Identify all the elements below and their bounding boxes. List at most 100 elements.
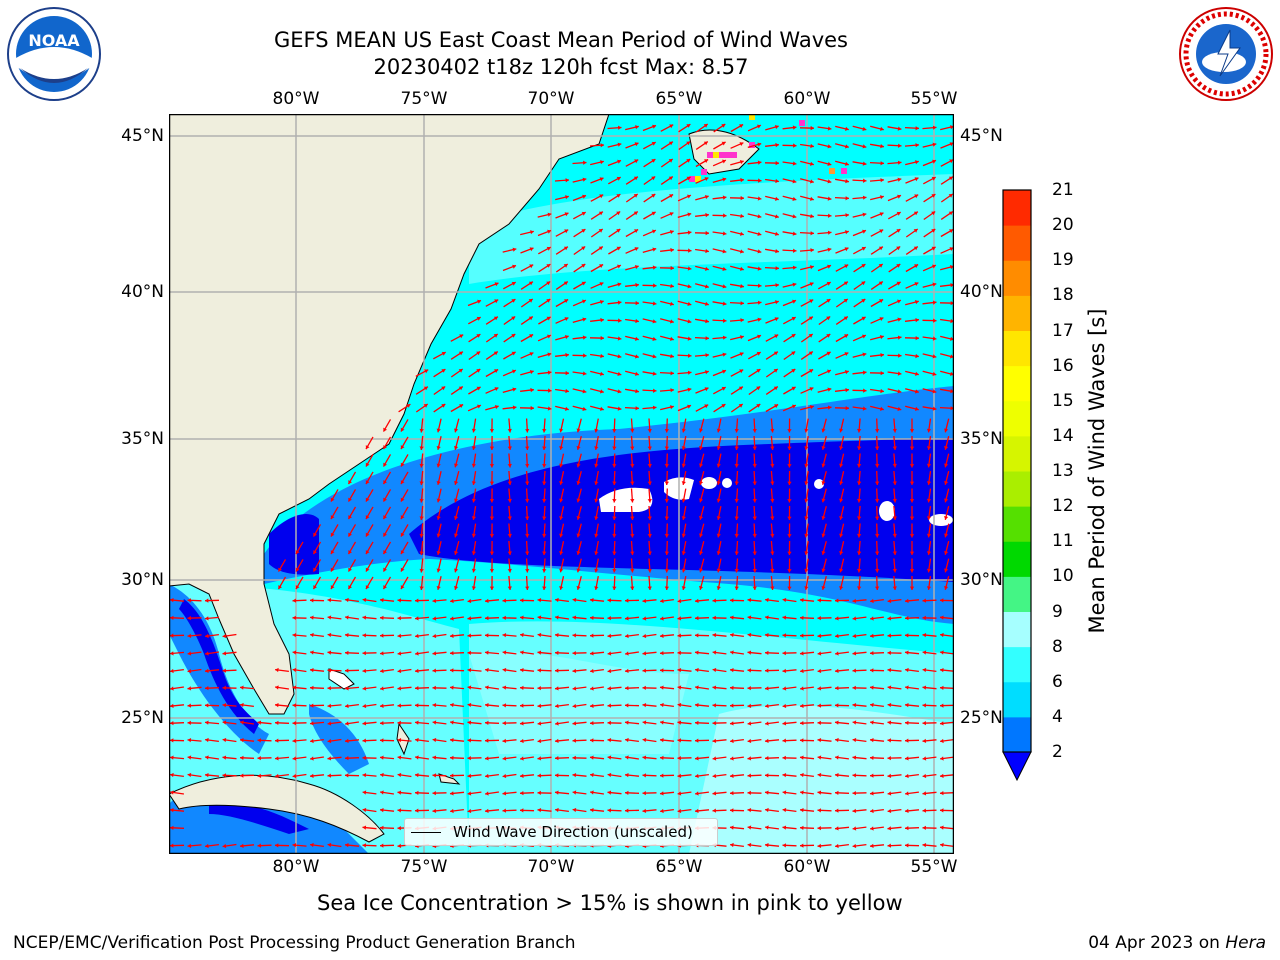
wind-wave-arrow-head <box>845 213 849 218</box>
wind-wave-arrow-head <box>660 791 664 796</box>
wind-wave-arrow-head <box>765 633 769 638</box>
wind-wave-arrow-head <box>187 755 192 760</box>
wind-wave-arrow-head <box>292 703 296 708</box>
wind-wave-arrow-head <box>765 703 769 709</box>
wind-wave-arrow-head <box>905 720 909 725</box>
wind-wave-arrow-head <box>651 159 656 163</box>
wind-wave-arrow-head <box>559 568 564 573</box>
wind-wave-arrow-head <box>880 126 884 131</box>
wind-wave-arrow-head <box>681 516 686 520</box>
wind-wave-arrow-head <box>677 738 681 743</box>
lon-label-bottom: 55°W <box>910 857 958 877</box>
wind-wave-arrow-head <box>800 668 804 674</box>
wind-wave-arrow-head <box>712 615 716 620</box>
wind-wave-arrow-head <box>546 264 551 268</box>
wind-wave-arrow-head <box>852 616 857 621</box>
wind-wave-arrow-head <box>905 808 909 813</box>
wind-wave-arrow-head <box>292 721 296 726</box>
wind-wave-arrow-head <box>607 703 611 708</box>
wind-wave-arrow-head <box>712 721 716 726</box>
wind-wave-arrow-head <box>170 668 174 674</box>
wind-wave-arrow-head <box>600 371 604 376</box>
wind-wave-arrow-head <box>734 499 739 503</box>
wind-wave-arrow-head <box>909 481 915 485</box>
wind-wave-arrow-head <box>635 125 639 130</box>
wind-wave-arrow-head <box>590 772 594 778</box>
wind-wave-arrow-head <box>635 282 639 288</box>
wind-wave-arrow-head <box>205 616 209 621</box>
wind-wave-arrow-head <box>647 481 652 485</box>
wind-wave-arrow-head <box>669 212 674 216</box>
wind-wave-arrow-head <box>887 756 891 761</box>
wind-wave-arrow-head <box>879 299 884 304</box>
wind-wave-arrow-head <box>705 353 709 358</box>
wind-wave-arrow-head <box>542 569 547 573</box>
wind-wave-arrow-head <box>222 720 227 725</box>
wind-wave-arrow-head <box>590 721 594 726</box>
wind-wave-arrow-head <box>905 598 909 603</box>
wind-wave-arrow-head <box>862 126 867 131</box>
wind-wave-arrow-head <box>716 428 721 433</box>
wind-wave-arrow-head <box>827 144 832 149</box>
wind-wave-arrow-head <box>529 352 534 356</box>
wind-wave-arrow-head <box>793 143 797 148</box>
wind-wave-arrow-head <box>792 161 797 166</box>
wind-wave-arrow-head <box>699 585 704 590</box>
wind-wave-arrow-head <box>862 352 867 357</box>
wind-wave-arrow-head <box>949 159 954 164</box>
wind-wave-arrow-head <box>520 791 524 796</box>
wind-wave-arrow-head <box>909 551 915 555</box>
wind-wave-arrow-head <box>205 843 209 849</box>
wind-wave-arrow-head <box>594 428 599 433</box>
wind-wave-arrow-head <box>705 212 709 218</box>
wind-wave-arrow-head <box>870 791 874 796</box>
wind-wave-arrow-head <box>581 264 586 268</box>
wind-wave-arrow-head <box>804 463 809 468</box>
wind-wave-arrow-head <box>664 446 669 450</box>
wind-wave-arrow-head <box>782 721 787 726</box>
wind-wave-arrow-head <box>529 370 534 375</box>
wind-wave-arrow-head <box>857 446 862 450</box>
wind-wave-arrow-head <box>652 319 657 324</box>
wind-wave-arrow-head <box>879 229 884 234</box>
wind-wave-arrow-head <box>607 790 612 795</box>
wind-wave-arrow-head <box>436 586 441 590</box>
wind-wave-arrow-head <box>310 615 314 620</box>
wind-wave-arrow-head <box>617 282 622 287</box>
wind-wave-arrow-head <box>804 533 809 538</box>
wind-wave-arrow-head <box>835 703 839 708</box>
noaa-logo: NOAA <box>6 6 102 102</box>
wind-wave-arrow-head <box>275 685 279 690</box>
wind-wave-arrow-head <box>576 463 581 468</box>
wind-wave-arrow-head <box>716 498 721 503</box>
wind-wave-arrow-head <box>565 178 569 183</box>
wind-wave-arrow-head <box>740 195 744 201</box>
wind-wave-arrow-head <box>441 386 446 391</box>
wind-wave-arrow-head <box>275 843 279 848</box>
wind-wave-arrow-head <box>652 247 657 252</box>
wind-wave-arrow-head <box>922 633 927 638</box>
wind-wave-arrow-head <box>909 516 915 520</box>
wind-wave-arrow-head <box>454 551 459 555</box>
wind-wave-arrow-head <box>612 481 617 485</box>
wind-wave-arrow-head <box>817 703 821 708</box>
wind-wave-arrow-head <box>839 463 844 468</box>
wind-wave-arrow-head <box>419 568 424 573</box>
wind-wave-arrow-head <box>738 386 743 391</box>
wind-wave-arrow-head <box>441 404 446 408</box>
wind-wave-arrow-head <box>739 369 744 374</box>
wind-wave-arrow-head <box>555 650 559 655</box>
wind-wave-arrow-head <box>507 481 512 485</box>
wind-wave-arrow-head <box>292 650 297 655</box>
wind-wave-arrow-head <box>915 353 919 359</box>
wind-wave-arrow-head <box>909 446 915 450</box>
wind-wave-arrow-head <box>800 825 804 830</box>
wind-wave-arrow-head <box>345 668 349 673</box>
wind-wave-arrow-head <box>835 668 839 673</box>
wind-wave-arrow-head <box>909 569 915 573</box>
wind-wave-arrow-head <box>887 598 892 604</box>
wind-wave-arrow-head <box>555 597 559 603</box>
wind-wave-arrow-head <box>782 825 787 830</box>
wind-wave-arrow-head <box>852 668 856 673</box>
wind-wave-arrow-head <box>512 387 517 392</box>
